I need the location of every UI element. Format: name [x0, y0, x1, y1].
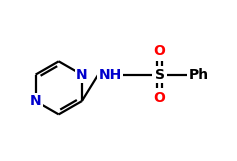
Text: NH: NH: [99, 68, 122, 82]
Text: Ph: Ph: [189, 68, 209, 82]
Text: O: O: [154, 44, 165, 58]
Text: O: O: [154, 91, 165, 105]
Text: N: N: [76, 68, 88, 82]
Text: N: N: [30, 94, 41, 108]
Text: S: S: [155, 68, 164, 82]
